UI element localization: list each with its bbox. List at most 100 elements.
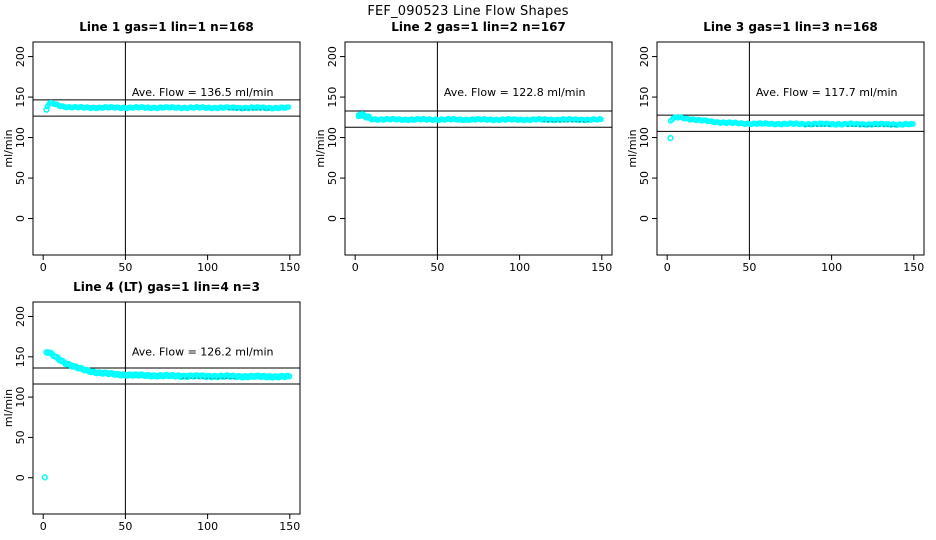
overplot-mark: [543, 121, 546, 123]
overplot-mark: [570, 121, 574, 123]
overplot-mark: [854, 125, 858, 127]
panel-4: 0 50 100 150 0 50 100 150 200 ml/min Line 4 (LT) g…: [2, 280, 301, 533]
overplot-mark: [586, 121, 589, 123]
overplot-mark: [870, 125, 873, 127]
overplot-mark: [231, 109, 235, 111]
x-tick-label: 50: [118, 520, 132, 533]
overplot-mark: [259, 109, 262, 111]
y-tick-label: 100: [326, 127, 339, 148]
panel-3: 0 50 100 150 0 50 100 150 200 ml/min Line 3 gas=1 …: [626, 20, 925, 274]
y-tick-label: 200: [14, 46, 27, 67]
x-tick-label: 0: [352, 261, 359, 274]
x-tick-label: 150: [279, 520, 300, 533]
data-point: [285, 104, 292, 110]
x-tick-label: 50: [118, 261, 132, 274]
outlier-point: [43, 106, 50, 113]
y-tick-label: 100: [14, 127, 27, 148]
overplot-mark: [251, 109, 254, 111]
data-points: [41, 349, 293, 481]
y-tick-label: 100: [14, 387, 27, 408]
overplot-mark: [547, 121, 550, 123]
overplot-mark: [243, 109, 246, 111]
x-tick-label: 50: [430, 261, 444, 274]
x-tick-label: 0: [40, 261, 47, 274]
overplot-mark: [894, 125, 897, 128]
overplot-mark: [862, 125, 865, 127]
overplot-mark: [227, 109, 231, 111]
overplot-mark: [209, 377, 212, 380]
y-tick-label: 150: [14, 346, 27, 367]
y-tick-label: 200: [14, 306, 27, 327]
y-tick-label: 150: [638, 87, 651, 108]
x-tick-label: 150: [591, 261, 612, 274]
overplot-mark: [882, 125, 885, 128]
overplot-mark: [846, 125, 850, 127]
data-point: [598, 116, 604, 123]
y-tick-label: 50: [14, 171, 27, 185]
main-title: FEF_090523 Line Flow Shapes: [367, 4, 569, 19]
y-axis-label: ml/min: [2, 129, 15, 167]
overplot-mark: [193, 377, 196, 379]
y-tick-label: 200: [326, 46, 339, 67]
ave-flow-annotation: Ave. Flow = 126.2 ml/min: [132, 346, 274, 359]
overplot-mark: [808, 125, 811, 127]
overplot-mark: [850, 125, 854, 127]
overplot-mark: [221, 377, 224, 380]
x-tick-label: 0: [40, 520, 47, 533]
overplot-mark: [229, 377, 232, 380]
overplot-mark: [823, 125, 827, 127]
x-tick-label: 100: [197, 520, 218, 533]
overplot-mark: [566, 121, 570, 123]
data-point: [910, 121, 916, 127]
overplot-mark: [185, 377, 189, 379]
overplot-mark: [819, 125, 823, 127]
outlier-point: [41, 474, 48, 481]
overplot-mark: [235, 109, 239, 111]
panel-1: 0 50 100 150 0 50 100 150 200 ml/min Line 1 gas=1 …: [2, 20, 301, 274]
overplot-mark: [812, 125, 815, 127]
ave-flow-annotation: Ave. Flow = 136.5 ml/min: [132, 86, 274, 99]
overplot-mark: [225, 377, 228, 380]
overplot-mark: [205, 377, 208, 379]
y-tick-label: 150: [326, 87, 339, 108]
overplot-mark: [239, 109, 242, 111]
data-points: [43, 99, 292, 113]
overplot-mark: [878, 125, 881, 128]
y-tick-label: 200: [638, 46, 651, 67]
data-points: [667, 114, 916, 142]
overplot-mark: [858, 125, 862, 127]
y-tick-label: 0: [14, 474, 27, 481]
overplot-mark: [890, 125, 893, 128]
y-tick-label: 150: [14, 87, 27, 108]
panel-title: Line 3 gas=1 lin=3 n=168: [703, 20, 878, 34]
outlier-point: [667, 134, 674, 142]
overplot-mark: [189, 377, 192, 379]
overplot-mark: [574, 121, 577, 123]
y-axis-label: ml/min: [2, 389, 15, 427]
panel-title: Line 2 gas=1 lin=2 n=167: [391, 20, 566, 34]
x-tick-label: 0: [664, 261, 671, 274]
x-tick-label: 100: [821, 261, 842, 274]
overplot-mark: [247, 109, 250, 111]
panel-4-box: [32, 301, 301, 515]
overplot-mark: [181, 377, 185, 379]
panel-1-box: [32, 41, 301, 256]
ave-flow-annotation: Ave. Flow = 122.8 ml/min: [444, 86, 586, 99]
overplot-mark: [827, 125, 831, 127]
ave-flow-annotation: Ave. Flow = 117.7 ml/min: [756, 86, 898, 99]
x-tick-label: 100: [197, 261, 218, 274]
overplot-mark: [582, 121, 585, 123]
overplot-mark: [197, 377, 200, 379]
data-points: [355, 111, 604, 124]
y-axis-label: ml/min: [626, 129, 639, 167]
y-tick-label: 50: [326, 171, 339, 185]
panel-3-box: [656, 41, 925, 256]
panel-2-box: [344, 41, 613, 256]
y-tick-label: 0: [326, 215, 339, 222]
y-tick-label: 50: [14, 430, 27, 444]
overplot-mark: [874, 125, 877, 127]
overplot-mark: [554, 121, 558, 123]
x-tick-label: 150: [279, 261, 300, 274]
